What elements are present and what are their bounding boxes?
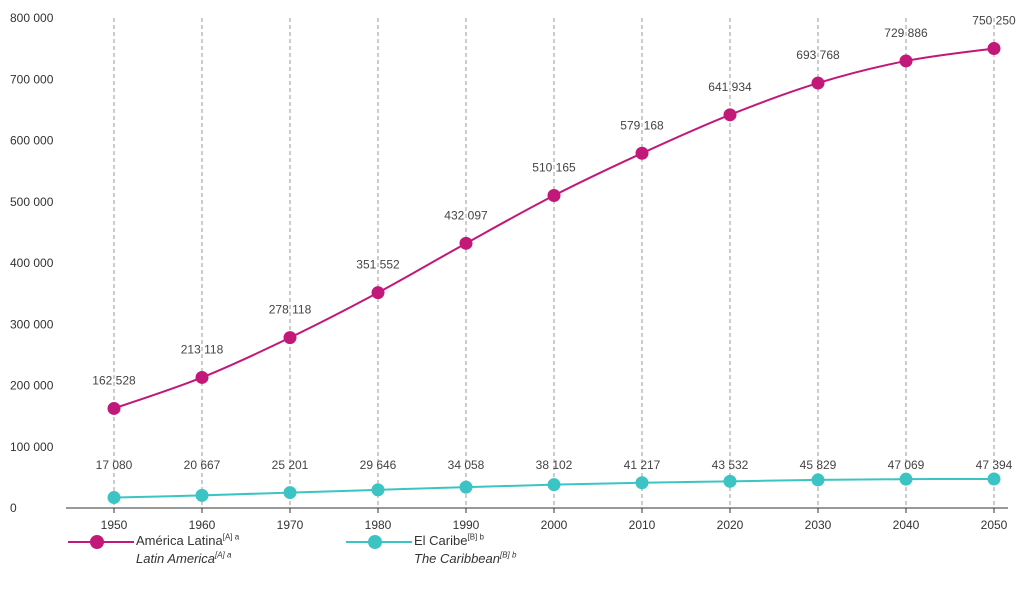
data-label-1-2020: 43 532 [712, 458, 749, 472]
data-point-0-1950 [107, 401, 121, 415]
legend-label-en: Latin America [136, 551, 215, 566]
data-label-1-1980: 29 646 [360, 458, 397, 472]
series-points [107, 41, 1001, 505]
x-tick-label-1970: 1970 [277, 518, 304, 532]
data-point-1-1960 [195, 488, 209, 502]
data-label-1-2010: 41 217 [624, 458, 661, 472]
x-tick-label-2040: 2040 [893, 518, 920, 532]
data-label-0-2020: 641 934 [708, 80, 752, 94]
legend-swatch-el-caribe [346, 532, 412, 552]
gridlines [113, 18, 995, 508]
data-label-0-2040: 729 886 [884, 26, 928, 40]
y-tick-label: 300 000 [10, 317, 54, 331]
data-label-0-1950: 162 528 [92, 373, 136, 387]
y-tick-label: 500 000 [10, 195, 54, 209]
x-tick-label-2030: 2030 [805, 518, 832, 532]
y-tick-label: 700 000 [10, 72, 54, 86]
data-point-0-2050 [987, 41, 1001, 55]
data-label-1-2050: 47 394 [976, 458, 1013, 472]
y-tick-label: 800 000 [10, 11, 54, 25]
legend-note: [B] b [467, 532, 484, 542]
legend-item-america-latina: América Latina[A] a Latin America[A] a [68, 532, 239, 568]
x-tick-label-1960: 1960 [189, 518, 216, 532]
y-tick-label: 200 000 [10, 379, 54, 393]
data-label-0-2050: 750 250 [972, 13, 1016, 27]
data-label-1-1970: 25 201 [272, 458, 309, 472]
data-point-1-2040 [899, 472, 913, 486]
y-tick-label: 0 [10, 501, 17, 515]
data-label-1-2030: 45 829 [800, 458, 837, 472]
data-point-1-2000 [547, 478, 561, 492]
axes [66, 507, 1008, 513]
data-point-1-2020 [723, 474, 737, 488]
legend-note: [A] a [222, 532, 240, 542]
x-tick-label-1990: 1990 [453, 518, 480, 532]
data-point-1-1980 [371, 483, 385, 497]
legend-item-el-caribe: El Caribe[B] b The Caribbean[B] b [346, 532, 516, 568]
data-point-1-1950 [107, 491, 121, 505]
data-point-0-1970 [283, 331, 297, 345]
data-label-1-1960: 20 667 [184, 458, 221, 472]
data-label-0-1970: 278 118 [269, 303, 312, 317]
data-label-0-2030: 693 768 [796, 48, 840, 62]
data-label-0-1990: 432 097 [444, 208, 488, 222]
data-point-0-2010 [635, 146, 649, 160]
data-label-0-1980: 351 552 [356, 258, 400, 272]
x-tick-label-2010: 2010 [629, 518, 656, 532]
y-axis-tick-labels: 0 100 000 200 000 300 000 400 000 500 000 600 … [10, 11, 54, 515]
data-label-1-2040: 47 069 [888, 458, 925, 472]
data-labels: 162 528 213 118 278 118 351 552 432 097 510 1… [92, 13, 1016, 472]
legend-label: El Caribe [414, 533, 468, 548]
x-tick-label-2000: 2000 [541, 518, 568, 532]
x-tick-label-1980: 1980 [365, 518, 392, 532]
legend-swatch-america-latina [68, 532, 134, 552]
x-tick-label-2050: 2050 [981, 518, 1008, 532]
data-point-0-2020 [723, 108, 737, 122]
y-tick-label: 400 000 [10, 256, 54, 270]
legend-note-en: [B] b [500, 550, 517, 560]
legend-note-en: [A] a [215, 550, 232, 560]
data-point-1-2010 [635, 476, 649, 490]
data-point-0-2000 [547, 189, 561, 203]
x-axis-tick-labels: 1950 1960 1970 1980 1990 2000 2010 2020 2030 2040… [101, 518, 1008, 532]
data-label-1-1950: 17 080 [96, 458, 133, 472]
data-point-0-1980 [371, 286, 385, 300]
data-label-1-2000: 38 102 [536, 458, 573, 472]
legend-label: América Latina [136, 533, 223, 548]
data-label-0-2010: 579 168 [620, 118, 664, 132]
data-point-0-1960 [195, 370, 209, 384]
data-point-1-1970 [283, 486, 297, 500]
x-tick-label-2020: 2020 [717, 518, 744, 532]
data-point-1-2030 [811, 473, 825, 487]
data-point-0-1990 [459, 236, 473, 250]
legend-label-en: The Caribbean [414, 551, 500, 566]
data-label-1-1990: 34 058 [448, 458, 485, 472]
data-point-0-2040 [899, 54, 913, 68]
data-label-0-1960: 213 118 [181, 342, 224, 356]
data-point-1-1990 [459, 480, 473, 494]
data-point-1-2050 [987, 472, 1001, 486]
data-label-0-2000: 510 165 [532, 161, 576, 175]
x-tick-label-1950: 1950 [101, 518, 128, 532]
y-tick-label: 100 000 [10, 440, 54, 454]
data-point-0-2030 [811, 76, 825, 90]
y-tick-label: 600 000 [10, 134, 54, 148]
